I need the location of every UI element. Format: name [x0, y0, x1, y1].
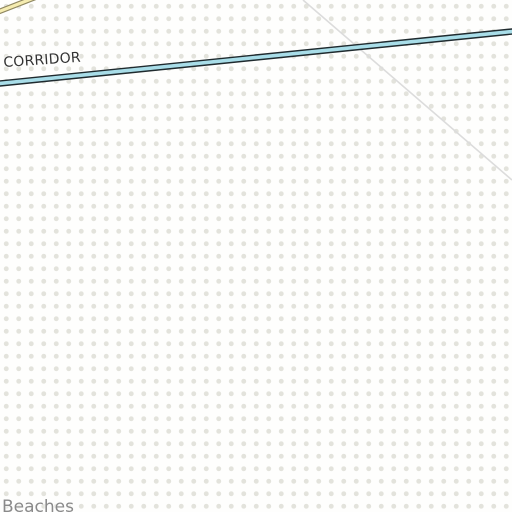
place-label-beaches[interactable]: Beaches — [2, 497, 74, 512]
minor-road — [302, 0, 512, 181]
secondary-road — [0, 0, 37, 15]
corridor-road[interactable] — [0, 28, 512, 87]
